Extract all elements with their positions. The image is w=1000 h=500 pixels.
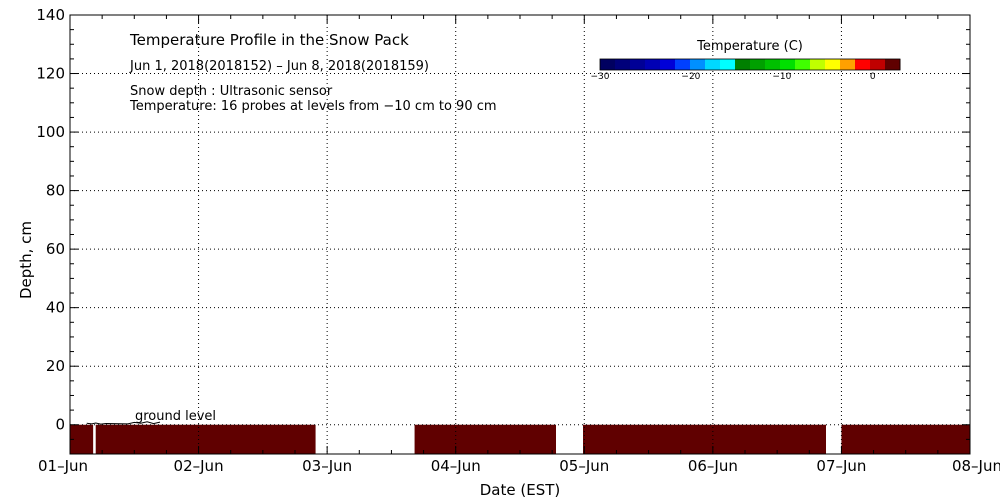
temperature-band-2 [414, 424, 556, 454]
colorbar-frame [599, 58, 901, 71]
colorbar-cell [705, 59, 721, 70]
colorbar-cell [870, 59, 886, 70]
colorbar-tick-label: −30 [591, 72, 610, 82]
temperature-bands [70, 424, 970, 454]
y-axis-ticks: 0 20 40 60 80 100 120 140 [36, 6, 970, 455]
y-tick-label: 100 [36, 123, 65, 141]
colorbar-cell [780, 59, 796, 70]
plot-background [70, 15, 970, 454]
colorbar-cell [720, 59, 736, 70]
y-tick-label: 20 [46, 357, 65, 375]
snow-depth-line [86, 421, 161, 425]
colorbar-cell [840, 59, 856, 70]
colorbar-cell [675, 59, 691, 70]
y-tick-label: 120 [36, 65, 65, 83]
x-tick-label: 06–Jun [688, 457, 738, 475]
annotation-snow-depth: Snow depth : Ultrasonic sensor [130, 84, 333, 99]
colorbar: Temperature (C) −30 −20 −10 0 [591, 39, 901, 82]
colorbar-cell [795, 59, 811, 70]
ground-level-label: ground level [135, 409, 216, 424]
colorbar-cell [645, 59, 661, 70]
colorbar-cell [735, 59, 751, 70]
plot-area [70, 15, 970, 454]
x-axis-ticks: 01–Jun 02–Jun 03–Jun 04–Jun 05–Jun 06–Jun 07–J… [38, 15, 1000, 475]
y-axis-label: Depth, cm [17, 221, 35, 299]
plot-frame [69, 14, 971, 455]
colorbar-cell [660, 59, 676, 70]
y-tick-label: 60 [46, 240, 65, 258]
colorbar-tick-label: −10 [772, 72, 791, 82]
temperature-band-3 [583, 424, 826, 454]
colorbar-cell [810, 59, 826, 70]
colorbar-cell [765, 59, 781, 70]
x-tick-label: 03–Jun [302, 457, 352, 475]
colorbar-ticks: −30 −20 −10 0 [591, 72, 876, 82]
x-tick-label: 04–Jun [431, 457, 481, 475]
chart-subtitle: Jun 1, 2018(2018152) – Jun 8, 2018(20181… [129, 59, 429, 74]
colorbar-cell [690, 59, 706, 70]
y-tick-label: 40 [46, 299, 65, 317]
colorbar-cell [855, 59, 871, 70]
x-tick-label: 05–Jun [559, 457, 609, 475]
colorbar-cell [885, 59, 901, 70]
colorbar-cell [630, 59, 646, 70]
x-axis-label: Date (EST) [480, 481, 561, 499]
colorbar-cell [600, 59, 616, 70]
colorbar-cell [750, 59, 766, 70]
colorbar-cells [599, 58, 901, 71]
colorbar-cell [615, 59, 631, 70]
y-tick-label: 0 [55, 416, 65, 434]
x-tick-label: 01–Jun [38, 457, 88, 475]
x-tick-label: 02–Jun [174, 457, 224, 475]
chart-title: Temperature Profile in the Snow Pack [129, 31, 409, 49]
colorbar-tick-label: −20 [681, 72, 700, 82]
colorbar-cell [825, 59, 841, 70]
temperature-band-1 [95, 424, 316, 454]
y-tick-label: 80 [46, 182, 65, 200]
annotation-temperature: Temperature: 16 probes at levels from −1… [129, 99, 497, 114]
colorbar-label: Temperature (C) [696, 39, 803, 54]
colorbar-tick-label: 0 [870, 72, 876, 82]
snow-depth-trace [86, 421, 161, 425]
y-tick-label: 140 [36, 6, 65, 24]
x-tick-label: 08–Jun [952, 457, 1000, 475]
x-tick-label: 07–Jun [816, 457, 866, 475]
temperature-band-4 [841, 424, 970, 454]
temperature-band-0 [70, 424, 94, 454]
